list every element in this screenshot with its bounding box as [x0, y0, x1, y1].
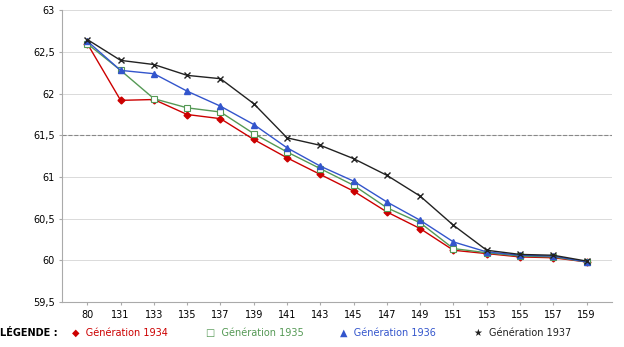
Text: LÉGENDE :: LÉGENDE : — [0, 328, 61, 338]
Text: ▲  Génération 1936: ▲ Génération 1936 — [340, 328, 436, 338]
Text: ★  Génération 1937: ★ Génération 1937 — [474, 328, 572, 338]
Text: □  Génération 1935: □ Génération 1935 — [206, 328, 304, 338]
Text: ◆  Génération 1934: ◆ Génération 1934 — [72, 328, 168, 338]
